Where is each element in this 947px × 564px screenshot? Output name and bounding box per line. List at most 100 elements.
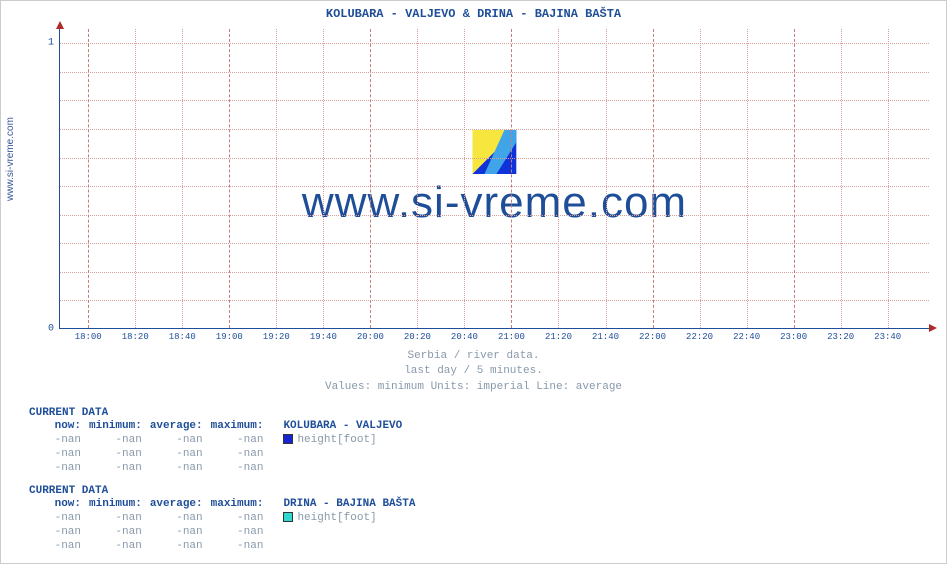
hgrid-line [60, 300, 929, 301]
table-cell: -nan [29, 461, 89, 475]
unit-label: height[foot] [297, 512, 376, 524]
data-block-heading: CURRENT DATA [29, 485, 423, 497]
table-row: -nan-nan-nan-nan [29, 539, 423, 553]
plot-area: www.si-vreme.com 0118:0018:2018:4019:001… [59, 29, 929, 329]
table-cell: -nan [150, 461, 211, 475]
x-tick-label: 20:20 [404, 332, 431, 342]
y-tick-label: 1 [48, 38, 54, 49]
unit-label: height[foot] [297, 434, 376, 446]
x-tick-label: 23:00 [780, 332, 807, 342]
table-cell: -nan [211, 511, 272, 525]
vgrid-line [182, 29, 183, 328]
vgrid-line [88, 29, 89, 328]
caption-line: last day / 5 minutes. [1, 364, 946, 379]
x-axis-arrow-icon [929, 324, 937, 332]
x-tick-label: 20:00 [357, 332, 384, 342]
table-cell: -nan [29, 447, 89, 461]
x-tick-label: 21:20 [545, 332, 572, 342]
side-label: www.si-vreme.com [5, 117, 16, 201]
chart-caption: Serbia / river data. last day / 5 minute… [1, 349, 946, 395]
table-cell: -nan [29, 525, 89, 539]
vgrid-line [229, 29, 230, 328]
watermark-logo-icon [473, 130, 517, 174]
x-tick-label: 21:00 [498, 332, 525, 342]
table-col-header: maximum: [211, 419, 272, 433]
table-row: -nan-nan-nan-nanheight[foot] [29, 433, 410, 447]
hgrid-line [60, 186, 929, 187]
table-cell: -nan [29, 539, 89, 553]
table-cell: -nan [211, 525, 272, 539]
table-row: -nan-nan-nan-nan [29, 525, 423, 539]
table-col-header: average: [150, 497, 211, 511]
x-tick-label: 23:40 [874, 332, 901, 342]
vgrid-line [135, 29, 136, 328]
x-tick-label: 19:20 [263, 332, 290, 342]
vgrid-line [558, 29, 559, 328]
vgrid-line [747, 29, 748, 328]
table-cell: -nan [150, 447, 211, 461]
table-cell: -nan [150, 511, 211, 525]
table-cell: -nan [89, 461, 150, 475]
data-table: now:minimum:average:maximum:KOLUBARA - V… [29, 419, 410, 475]
hgrid-line [60, 158, 929, 159]
vgrid-line [323, 29, 324, 328]
table-row: -nan-nan-nan-nan [29, 461, 410, 475]
watermark: www.si-vreme.com [302, 130, 687, 228]
x-tick-label: 18:20 [122, 332, 149, 342]
vgrid-line [700, 29, 701, 328]
vgrid-line [417, 29, 418, 328]
series-swatch-icon [283, 512, 293, 522]
vgrid-line [370, 29, 371, 328]
table-cell: -nan [211, 433, 272, 447]
caption-line: Values: minimum Units: imperial Line: av… [1, 380, 946, 395]
chart-container: www.si-vreme.com KOLUBARA - VALJEVO & DR… [0, 0, 947, 564]
hgrid-line [60, 215, 929, 216]
table-cell: -nan [89, 511, 150, 525]
y-tick-label: 0 [48, 324, 54, 335]
x-tick-label: 21:40 [592, 332, 619, 342]
hgrid-line [60, 272, 929, 273]
chart-title: KOLUBARA - VALJEVO & DRINA - BAJINA BAŠT… [1, 7, 946, 21]
table-row: -nan-nan-nan-nanheight[foot] [29, 511, 423, 525]
data-block-2: CURRENT DATAnow:minimum:average:maximum:… [29, 485, 423, 553]
y-axis-arrow-icon [56, 21, 64, 29]
vgrid-line [841, 29, 842, 328]
table-cell: -nan [211, 539, 272, 553]
x-tick-label: 23:20 [827, 332, 854, 342]
table-cell: -nan [89, 433, 150, 447]
table-cell: -nan [29, 433, 89, 447]
table-cell: -nan [29, 511, 89, 525]
table-col-header: minimum: [89, 497, 150, 511]
table-cell: -nan [89, 539, 150, 553]
vgrid-line [653, 29, 654, 328]
table-cell: -nan [89, 447, 150, 461]
data-block-1: CURRENT DATAnow:minimum:average:maximum:… [29, 407, 410, 475]
table-col-header: now: [29, 497, 89, 511]
x-tick-label: 19:00 [216, 332, 243, 342]
vgrid-line [606, 29, 607, 328]
vgrid-line [276, 29, 277, 328]
table-cell: -nan [150, 539, 211, 553]
hgrid-line [60, 243, 929, 244]
table-cell: -nan [89, 525, 150, 539]
vgrid-line [511, 29, 512, 328]
x-tick-label: 22:20 [686, 332, 713, 342]
vgrid-line [794, 29, 795, 328]
hgrid-line [60, 100, 929, 101]
legend-cell: height[foot] [271, 433, 410, 447]
table-col-header: average: [150, 419, 211, 433]
hgrid-line [60, 43, 929, 44]
x-tick-label: 22:40 [733, 332, 760, 342]
series-label: DRINA - BAJINA BAŠTA [271, 497, 423, 511]
vgrid-line [888, 29, 889, 328]
table-col-header: maximum: [211, 497, 272, 511]
data-block-heading: CURRENT DATA [29, 407, 410, 419]
x-tick-label: 22:00 [639, 332, 666, 342]
data-table: now:minimum:average:maximum:DRINA - BAJI… [29, 497, 423, 553]
series-swatch-icon [283, 434, 293, 444]
table-cell: -nan [150, 525, 211, 539]
series-label: KOLUBARA - VALJEVO [271, 419, 410, 433]
x-tick-label: 18:00 [75, 332, 102, 342]
table-row: -nan-nan-nan-nan [29, 447, 410, 461]
table-col-header: minimum: [89, 419, 150, 433]
